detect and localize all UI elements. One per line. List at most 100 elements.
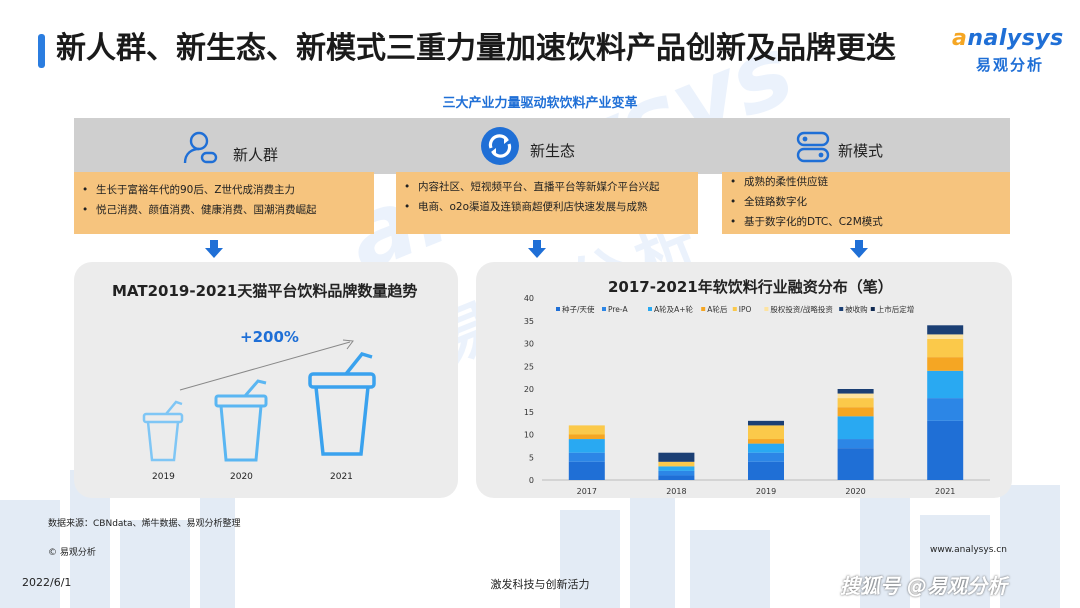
bar-segment bbox=[748, 461, 784, 480]
force-label-new-ecosystem: 新生态 bbox=[530, 142, 576, 160]
bar-segment bbox=[927, 398, 964, 421]
year-label: 2020 bbox=[230, 472, 253, 482]
bar-segment bbox=[658, 452, 695, 462]
legend-label: Pre-A bbox=[608, 305, 628, 314]
bullet-item: 成熟的柔性供应链 bbox=[744, 172, 1010, 192]
server-icon bbox=[796, 131, 830, 163]
cup-icon bbox=[214, 379, 268, 462]
x-tick-label: 2018 bbox=[666, 487, 686, 496]
footer-slogan: 激发科技与创新活力 bbox=[490, 578, 590, 591]
legend-label: 被收购 bbox=[845, 304, 868, 314]
x-tick-label: 2017 bbox=[577, 487, 597, 496]
logo-cn: 易观分析 bbox=[976, 56, 1045, 74]
bar-segment bbox=[927, 325, 964, 335]
section-subtitle: 三大产业力量驱动软饮料产业变革 bbox=[442, 96, 638, 111]
legend-swatch bbox=[602, 307, 606, 311]
bullet-item: 全链路数字化 bbox=[744, 192, 1010, 212]
x-tick-label: 2021 bbox=[935, 487, 955, 496]
brand-count-panel bbox=[74, 262, 458, 498]
legend-label: 种子/天使 bbox=[562, 304, 595, 314]
bar-segment bbox=[568, 439, 605, 453]
bar-segment bbox=[658, 475, 695, 480]
bar-segment bbox=[837, 416, 874, 440]
bar-segment bbox=[927, 370, 964, 399]
bar-segment bbox=[748, 443, 784, 453]
legend-swatch bbox=[764, 307, 769, 311]
data-source: 数据来源：CBNdata、烯牛数据、易观分析整理 bbox=[48, 519, 241, 529]
bar-segment bbox=[748, 439, 784, 444]
analysys-logo: analysys 易观分析 bbox=[952, 26, 1063, 78]
legend-swatch bbox=[556, 307, 560, 311]
x-tick-label: 2019 bbox=[756, 487, 776, 496]
y-tick-label: 25 bbox=[524, 362, 534, 371]
financing-chart: 0 5 10 15 20 25 30 35 40 2017 2018 2019 2020 2021 种子/天… bbox=[524, 294, 990, 496]
y-tick-label: 30 bbox=[524, 340, 534, 349]
y-tick-label: 10 bbox=[524, 431, 534, 440]
bar-segment bbox=[927, 420, 964, 480]
force-bullets-new-ecosystem: 内容社区、短视频平台、直播平台等新媒介平台兴起 电商、o2o渠道及连锁商超便利店… bbox=[396, 172, 698, 234]
title-accent-bar bbox=[38, 34, 45, 68]
y-tick-label: 0 bbox=[529, 476, 534, 485]
bar-segment bbox=[568, 434, 605, 440]
sohu-watermark: 搜狐号 @易观分析 bbox=[840, 574, 1007, 598]
financing-panel bbox=[476, 262, 1012, 498]
force-bullets-new-model: 成熟的柔性供应链 全链路数字化 基于数字化的DTC、C2M模式 bbox=[722, 172, 1010, 234]
bar-segment bbox=[658, 461, 695, 467]
legend-label: IPO bbox=[739, 305, 752, 314]
y-tick-label: 35 bbox=[524, 317, 534, 326]
bar-segment bbox=[568, 452, 605, 462]
bullet-item: 基于数字化的DTC、C2M模式 bbox=[744, 212, 1010, 232]
arrow-down-icon bbox=[528, 240, 546, 258]
growth-arrow bbox=[179, 339, 354, 391]
bar-segment bbox=[837, 407, 874, 417]
force-bullets-new-people: 生长于富裕年代的90后、Z世代成消费主力 悦己消费、颜值消费、健康消费、国潮消费… bbox=[74, 172, 374, 234]
force-label-new-model: 新模式 bbox=[838, 142, 884, 160]
refresh-icon bbox=[481, 127, 519, 165]
bar-segment bbox=[837, 448, 874, 480]
cup-icon bbox=[308, 351, 376, 456]
legend-label: A轮后 bbox=[707, 304, 728, 314]
copyright: © 易观分析 bbox=[48, 548, 96, 558]
bar-segment bbox=[748, 425, 784, 440]
website-link[interactable]: www.analysys.cn bbox=[930, 545, 1007, 555]
y-tick-label: 20 bbox=[524, 385, 534, 394]
legend-label: 上市后定增 bbox=[877, 304, 915, 314]
bar-segment bbox=[837, 439, 874, 449]
chart-title: 2017-2021年软饮料行业融资分布（笔） bbox=[608, 278, 893, 296]
bar-segment bbox=[748, 452, 784, 462]
year-label: 2021 bbox=[330, 472, 353, 482]
arrow-down-icon bbox=[205, 240, 223, 258]
legend-label: A轮及A+轮 bbox=[654, 304, 694, 314]
year-label: 2019 bbox=[152, 472, 175, 482]
growth-label: +200% bbox=[240, 328, 299, 346]
bullet-item: 生长于富裕年代的90后、Z世代成消费主力 bbox=[96, 180, 374, 200]
arrow-down-icon bbox=[850, 240, 868, 258]
legend-swatch bbox=[701, 307, 706, 311]
footer-date: 2022/6/1 bbox=[22, 576, 72, 589]
bullet-item: 内容社区、短视频平台、直播平台等新媒介平台兴起 bbox=[418, 177, 698, 197]
y-tick-label: 15 bbox=[524, 408, 534, 417]
page-title: 新人群、新生态、新模式三重力量加速饮料产品创新及品牌更迭 bbox=[56, 31, 896, 66]
force-label-new-people: 新人群 bbox=[233, 146, 279, 164]
bar-segment bbox=[927, 357, 964, 371]
cup-icon bbox=[142, 400, 184, 462]
brand-count-title: MAT2019-2021天猫平台饮料品牌数量趋势 bbox=[112, 282, 418, 300]
bar-segment bbox=[927, 334, 964, 339]
bar-segment bbox=[837, 393, 874, 399]
forces-header-band bbox=[74, 118, 1010, 174]
legend-swatch bbox=[870, 307, 875, 311]
legend-swatch bbox=[648, 307, 652, 311]
legend-label: 股权投资/战略投资 bbox=[770, 304, 833, 314]
bar-segment bbox=[927, 338, 964, 358]
user-icon bbox=[183, 131, 218, 164]
legend-swatch bbox=[732, 307, 737, 311]
bar-segment bbox=[837, 398, 874, 408]
y-tick-label: 5 bbox=[529, 453, 534, 462]
legend-swatch bbox=[839, 307, 844, 311]
y-tick-label: 40 bbox=[524, 294, 534, 303]
bar-segment bbox=[658, 470, 695, 476]
bar-segment bbox=[568, 425, 605, 435]
bar-segment bbox=[837, 389, 874, 394]
bullet-item: 悦己消费、颜值消费、健康消费、国潮消费崛起 bbox=[96, 200, 374, 220]
bar-segment bbox=[568, 461, 605, 480]
